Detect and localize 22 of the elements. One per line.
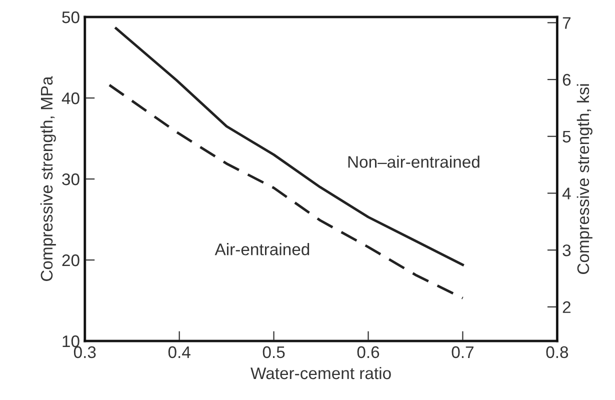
y2-tick-label: 2 xyxy=(562,301,570,313)
x-tick-label: 0.4 xyxy=(168,346,190,358)
y-tick-label: 10 xyxy=(62,335,80,348)
y2-tick-label: 7 xyxy=(562,17,570,29)
y-axis-title: Compressive strength, MPa xyxy=(40,76,56,281)
x-tick-label: 0.8 xyxy=(546,346,568,358)
y2-tick-label: 5 xyxy=(562,130,571,143)
y-tick-label: 40 xyxy=(62,92,80,104)
x-tick-label: 0.3 xyxy=(74,346,96,358)
x-tick-label: 0.7 xyxy=(452,346,474,358)
series-label: Air-entrained xyxy=(214,243,310,256)
y-tick-label: 20 xyxy=(62,254,80,266)
x-tick-label: 0.5 xyxy=(262,346,285,358)
y2-axis-title: Compressive strength, ksi xyxy=(576,84,592,274)
y2-tick-label: 4 xyxy=(562,188,571,200)
y-tick-label: 50 xyxy=(62,11,80,24)
series-label: Non–air-entrained xyxy=(348,156,480,168)
y2-tick-label: 6 xyxy=(562,74,571,86)
y-tick-label: 30 xyxy=(62,173,80,186)
x-tick-label: 0.6 xyxy=(357,346,380,358)
y2-tick-label: 3 xyxy=(562,244,571,256)
x-axis-title: Water-cement ratio xyxy=(250,366,391,380)
